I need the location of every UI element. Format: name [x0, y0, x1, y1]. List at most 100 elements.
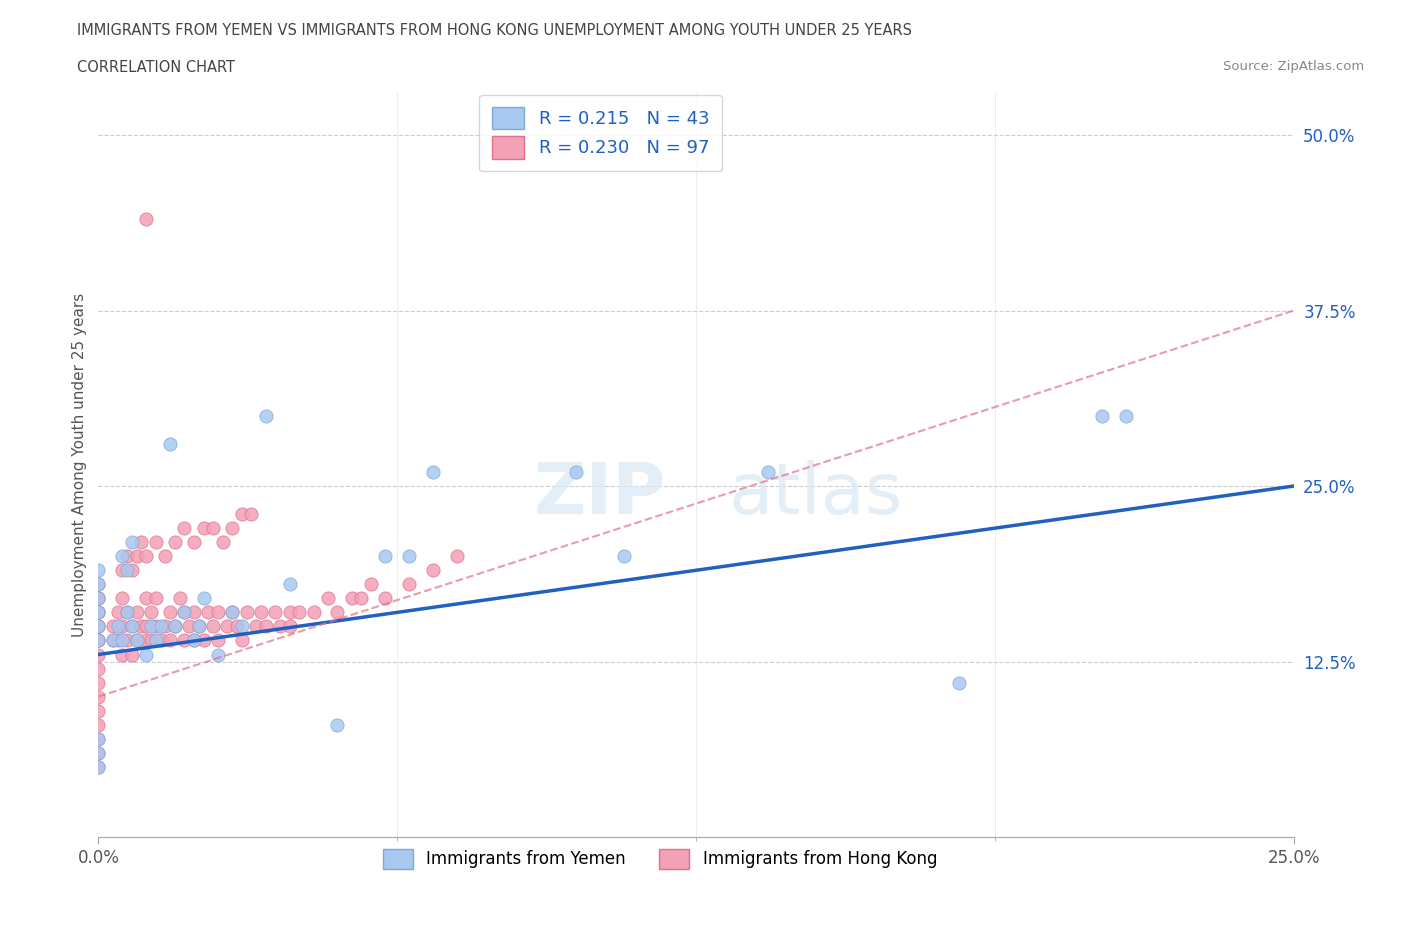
Point — [302, 604, 325, 619]
Point — [107, 604, 129, 619]
Point — [250, 604, 273, 619]
Point — [111, 549, 134, 564]
Point — [107, 619, 129, 634]
Point — [159, 604, 181, 619]
Point — [169, 591, 191, 605]
Point — [125, 633, 148, 648]
Point — [187, 619, 209, 634]
Point — [398, 577, 420, 591]
Point — [87, 591, 110, 605]
Point — [422, 465, 444, 480]
Point — [948, 675, 970, 690]
Point — [115, 604, 138, 619]
Point — [87, 661, 110, 676]
Point — [207, 647, 229, 662]
Point — [87, 760, 110, 775]
Point — [121, 563, 143, 578]
Point — [139, 633, 162, 648]
Point — [135, 591, 157, 605]
Text: Source: ZipAtlas.com: Source: ZipAtlas.com — [1223, 60, 1364, 73]
Point — [111, 563, 134, 578]
Point — [149, 619, 172, 634]
Point — [131, 535, 153, 550]
Point — [193, 591, 215, 605]
Point — [264, 604, 287, 619]
Point — [221, 604, 243, 619]
Point — [163, 619, 186, 634]
Point — [202, 521, 225, 536]
Point — [139, 619, 162, 634]
Point — [350, 591, 373, 605]
Point — [135, 633, 157, 648]
Point — [101, 619, 124, 634]
Point — [565, 465, 588, 480]
Point — [125, 604, 148, 619]
Point — [163, 619, 186, 634]
Point — [87, 633, 110, 648]
Point — [87, 604, 110, 619]
Point — [101, 633, 124, 648]
Point — [173, 521, 195, 536]
Point — [145, 535, 167, 550]
Point — [254, 408, 277, 423]
Point — [245, 619, 267, 634]
Point — [221, 521, 243, 536]
Point — [316, 591, 339, 605]
Point — [207, 604, 229, 619]
Point — [159, 633, 181, 648]
Point — [125, 633, 148, 648]
Point — [231, 507, 253, 522]
Point — [202, 619, 225, 634]
Point — [145, 619, 167, 634]
Point — [240, 507, 263, 522]
Point — [613, 549, 636, 564]
Point — [121, 619, 143, 634]
Point — [226, 619, 249, 634]
Point — [422, 563, 444, 578]
Point — [87, 731, 110, 746]
Point — [183, 604, 205, 619]
Point — [187, 619, 209, 634]
Point — [87, 619, 110, 634]
Point — [131, 619, 153, 634]
Point — [145, 633, 167, 648]
Point — [87, 675, 110, 690]
Point — [288, 604, 311, 619]
Point — [235, 604, 257, 619]
Point — [374, 591, 396, 605]
Point — [107, 633, 129, 648]
Point — [115, 549, 138, 564]
Point — [374, 549, 396, 564]
Point — [111, 591, 134, 605]
Point — [398, 549, 420, 564]
Point — [111, 619, 134, 634]
Point — [87, 591, 110, 605]
Point — [87, 689, 110, 704]
Text: atlas: atlas — [728, 460, 903, 529]
Point — [173, 633, 195, 648]
Point — [231, 619, 253, 634]
Point — [87, 731, 110, 746]
Point — [163, 535, 186, 550]
Point — [173, 604, 195, 619]
Point — [159, 436, 181, 451]
Point — [183, 633, 205, 648]
Point — [87, 577, 110, 591]
Point — [135, 619, 157, 634]
Point — [217, 619, 239, 634]
Point — [221, 604, 243, 619]
Point — [231, 633, 253, 648]
Point — [149, 633, 172, 648]
Point — [139, 604, 162, 619]
Point — [115, 633, 138, 648]
Point — [87, 604, 110, 619]
Point — [269, 619, 291, 634]
Point — [135, 549, 157, 564]
Point — [145, 591, 167, 605]
Point — [121, 619, 143, 634]
Point — [101, 633, 124, 648]
Point — [446, 549, 468, 564]
Point — [87, 604, 110, 619]
Point — [135, 647, 157, 662]
Point — [87, 619, 110, 634]
